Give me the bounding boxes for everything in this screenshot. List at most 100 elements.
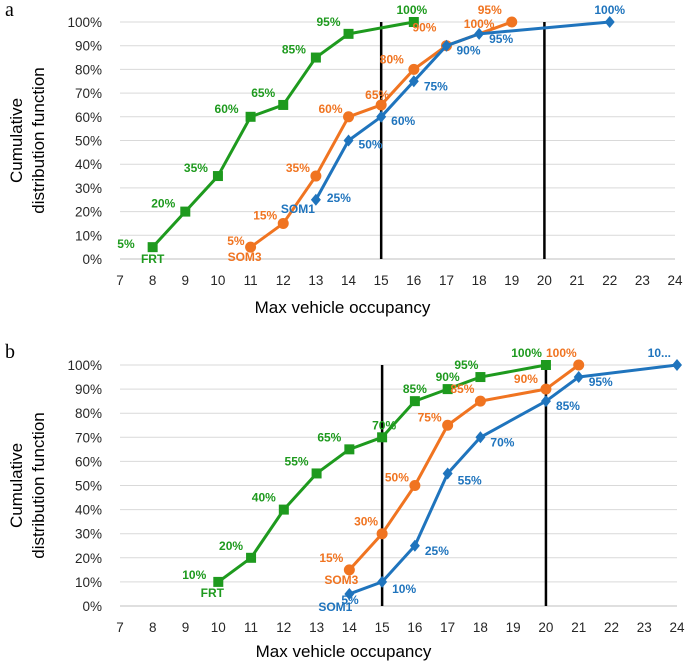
data-point [376,528,388,540]
series-som1: 25%50%60%75%90%95%100%SOM1 [281,3,626,216]
x-tick-label: 21 [571,620,586,635]
x-tick-label: 14 [342,620,358,635]
series-line [151,20,415,249]
series-frt: 5%20%35%60%65%85%95%100%FRT [117,3,427,266]
data-label: 15% [319,551,343,565]
data-point [442,384,453,395]
data-point [246,552,257,563]
data-label: 40% [252,491,276,505]
series-name-label: SOM3 [228,250,262,264]
data-point [474,27,485,40]
x-tick-label: 22 [604,620,619,635]
x-tick-label: 21 [570,273,585,288]
y-tick-label: 50% [75,479,102,494]
panel-label: b [5,341,15,363]
y-tick-label: 80% [75,406,102,421]
data-label: 50% [385,471,409,485]
y-tick-label: 30% [75,181,102,196]
data-label: 25% [327,191,351,205]
data-point [540,383,552,395]
data-label: 50% [359,138,383,152]
data-label: 20% [219,539,243,553]
x-tick-label: 18 [473,620,488,635]
data-point [377,575,388,588]
y-tick-label: 40% [75,157,102,172]
x-tick-label: 19 [506,620,521,635]
y-tick-label: 20% [75,205,102,220]
data-point [310,52,321,63]
data-label: 95% [589,375,613,389]
data-point [376,110,387,123]
x-tick-label: 18 [472,273,487,288]
y-tick-label: 80% [75,62,102,77]
data-point [409,539,420,552]
data-label: 95% [454,358,478,372]
series-som3: 15%30%50%75%85%90%100%SOM3 [319,346,585,587]
x-tick-label: 17 [440,620,455,635]
series-line [348,363,678,596]
data-point [245,111,256,122]
data-point [377,432,388,443]
data-label: 100% [594,3,625,17]
data-point [213,576,224,587]
data-point [475,372,486,383]
data-label: 10% [392,582,416,596]
data-label: 90% [456,44,480,58]
data-label: 20% [151,197,175,211]
data-label: 85% [450,382,474,396]
data-point [375,99,387,111]
data-label: 85% [282,43,306,57]
y-tick-label: 50% [75,134,102,149]
y-tick-label: 0% [82,599,102,614]
data-label: 90% [514,372,538,386]
data-label: 100% [396,3,427,17]
series-name-label: FRT [201,586,225,600]
x-tick-label: 16 [407,620,422,635]
data-point [475,431,486,444]
y-tick-label: 90% [75,382,102,397]
x-tick-label: 15 [374,273,389,288]
data-point [506,16,518,28]
data-label: 100% [546,346,577,360]
data-label: 70% [372,418,396,432]
data-label: 60% [318,102,342,116]
data-label: 10% [182,568,206,582]
data-point [310,193,321,206]
series-line [217,363,547,584]
x-tick-label: 20 [537,273,552,288]
y-axis-title: Cumulative distribution function [7,67,48,213]
y-tick-label: 40% [75,503,102,518]
x-tick-label: 17 [439,273,454,288]
data-point [343,134,354,147]
data-point [474,395,486,407]
data-point [408,75,419,88]
x-tick-label: 20 [538,620,553,635]
data-label: 85% [556,399,580,413]
x-tick-label: 23 [635,273,650,288]
data-point [442,419,454,431]
data-label: 60% [215,102,239,116]
data-point [343,564,355,576]
series-frt: 10%20%40%55%65%70%85%90%95%100%FRT [182,346,551,600]
data-point [672,359,682,371]
x-tick-label: 13 [309,620,324,635]
y-tick-label: 100% [67,358,102,373]
x-tick-label: 8 [149,620,157,635]
data-point [573,359,585,371]
x-tick-label: 10 [210,273,225,288]
data-point [180,206,191,217]
x-tick-label: 9 [182,273,190,288]
data-point [212,171,223,182]
data-point [441,39,452,52]
data-label: 25% [425,544,449,558]
data-point [344,587,355,600]
data-label: 95% [316,15,340,29]
series-name-label: SOM1 [281,202,315,216]
chart-panel-b: b 0% 10% 20% 30% 40% 50% 60% 70% 80% 90% 100% 7 8 9 10 1… [5,341,685,661]
data-label: 65% [251,86,275,100]
data-label: 30% [354,515,378,529]
series-som1: 5% 10% 25% 55% 70% 85% 95% 10... SOM1 [318,346,682,614]
data-point [408,63,420,75]
data-label: 5% [341,593,359,607]
